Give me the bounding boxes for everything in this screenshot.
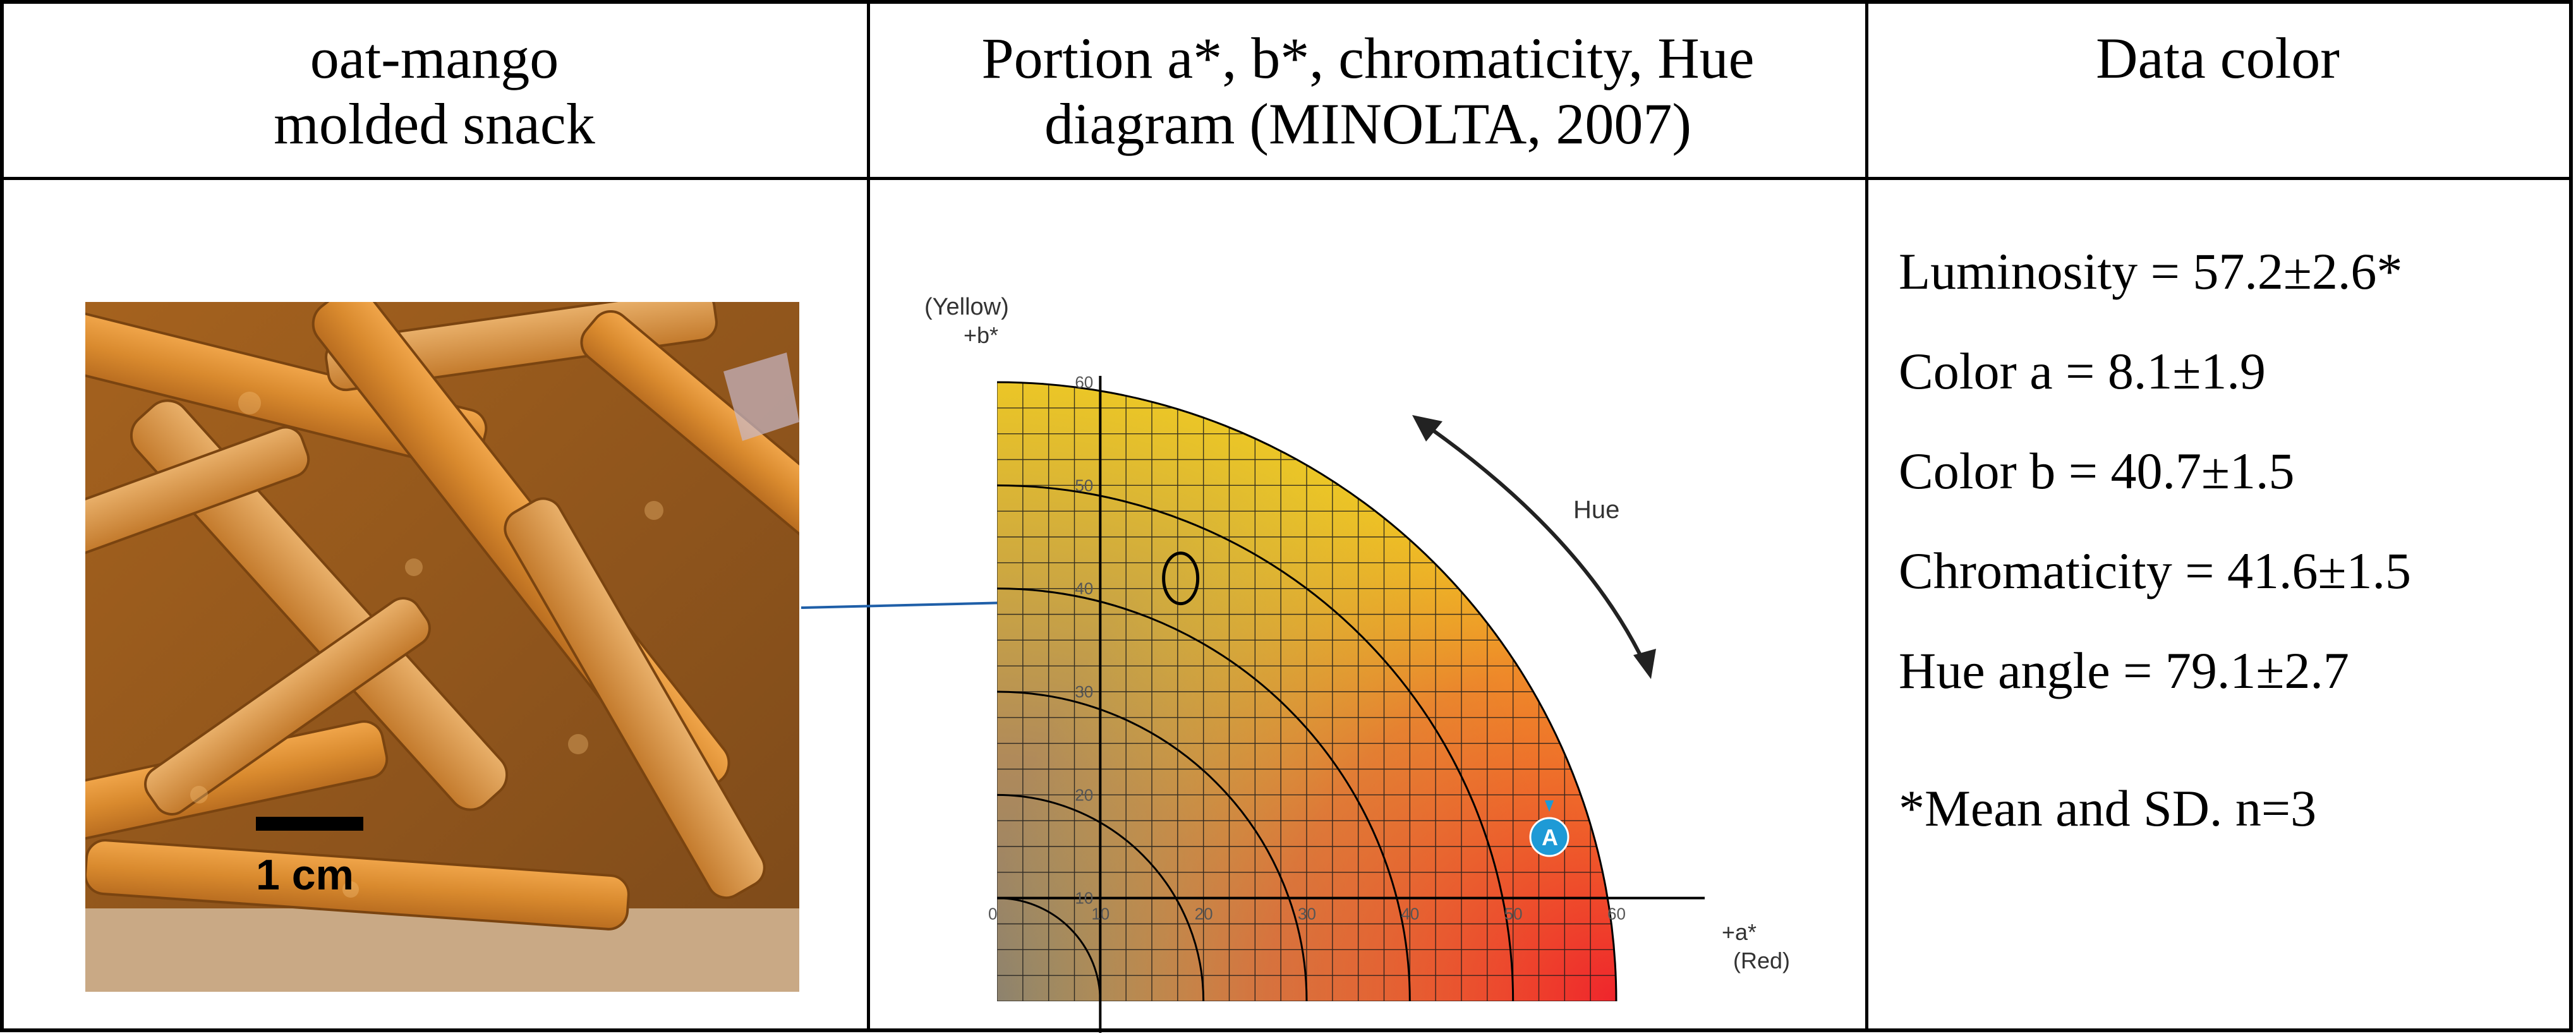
- mean-sd-note: *Mean and SD. n=3: [1899, 780, 2317, 837]
- b-tick-label: 10: [1075, 889, 1093, 908]
- header-diagram: Portion a*, b*, chromaticity, Hue diagra…: [981, 26, 1755, 156]
- hue-arrow-head-top: [1412, 415, 1442, 442]
- table-header-divider: [0, 177, 2573, 180]
- color-a-value: Color a = 8.1±1.9: [1899, 342, 2266, 400]
- a-tick-label: 30: [1298, 905, 1316, 924]
- b-tick-label: 40: [1075, 579, 1093, 598]
- table-border-right: [2569, 0, 2573, 1032]
- table-col-divider-2: [1865, 0, 1868, 1032]
- x-axis-symbol: +a*: [1722, 919, 1757, 945]
- chroma-ring: [996, 587, 1411, 1002]
- table-border-top: [0, 0, 2573, 4]
- a-tick-label: 10: [1091, 905, 1110, 924]
- luminosity-value: Luminosity = 57.2±2.6*: [1899, 243, 2403, 300]
- b-tick-label: 50: [1075, 476, 1093, 495]
- header-data-color: Data color: [2096, 26, 2340, 90]
- chroma-ring: [996, 897, 1101, 1002]
- a-tick-label: 60: [1607, 905, 1626, 924]
- sample-region-ellipse: [1162, 551, 1200, 606]
- scale-bar: [256, 817, 363, 831]
- hue-label: Hue: [1573, 496, 1619, 524]
- b-tick-label: 60: [1075, 373, 1093, 392]
- table-col-divider-1: [867, 0, 870, 1032]
- y-axis-symbol: +b*: [964, 322, 998, 348]
- table-border-left: [0, 0, 4, 1032]
- snack-photo: 1 cm: [85, 302, 799, 992]
- color-b-value: Color b = 40.7±1.5: [1899, 442, 2295, 500]
- a-tick-label: 40: [1401, 905, 1419, 924]
- marker-a-label: A: [1542, 824, 1558, 850]
- header-snack: oat-mango molded snack: [274, 26, 595, 156]
- x-axis-name: (Red): [1733, 948, 1790, 973]
- a-tick-label: 20: [1195, 905, 1213, 924]
- hue-angle-value: Hue angle = 79.1±2.7: [1899, 642, 2349, 699]
- marker-a: A: [1529, 800, 1569, 857]
- a-tick-label: 50: [1504, 905, 1523, 924]
- snack-photo-art: 1 cm: [85, 302, 799, 992]
- a-tick-label: 0: [988, 905, 997, 924]
- chromaticity-value: Chromaticity = 41.6±1.5: [1899, 542, 2411, 599]
- b-tick-label: 30: [1075, 682, 1093, 701]
- chroma-ring: [996, 793, 1205, 1002]
- scale-label: 1 cm: [256, 851, 354, 899]
- cielab-diagram-svg: 10 20 30 40 50 60 0 10 20 30 40 50 60 (Yellow) +b* +…: [924, 294, 1790, 1033]
- cielab-diagram: 10 20 30 40 50 60 0 10 20 30 40 50 60 (Yellow) +b* +…: [869, 180, 1867, 1033]
- data-color-list: Luminosity = 57.2±2.6* Color a = 8.1±1.9…: [1899, 240, 2411, 877]
- hue-arrow-head-bottom: [1633, 649, 1656, 679]
- chroma-ring: [996, 381, 1618, 1002]
- chroma-ring: [996, 690, 1308, 1002]
- table-border-bottom: [0, 1028, 2573, 1032]
- chroma-ring: [996, 484, 1515, 1002]
- hue-arc-arrow: [1417, 418, 1648, 668]
- b-tick-label: 20: [1075, 785, 1093, 804]
- y-axis-name: (Yellow): [924, 294, 1009, 320]
